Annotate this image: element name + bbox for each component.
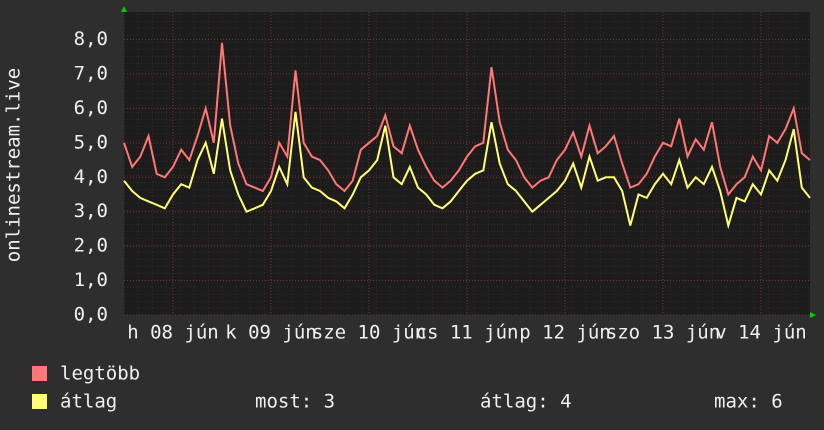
- series-line: [123, 111, 811, 230]
- x-tick-label: cs 11 jún: [416, 322, 519, 344]
- legend-stat: átlag: 4: [480, 391, 572, 413]
- y-arrow: [121, 6, 127, 12]
- legend-swatch: [32, 366, 47, 381]
- x-tick-label: sze 10 jún: [312, 322, 426, 344]
- y-tick-label: 2,0: [74, 235, 108, 257]
- legend: legtöbb átlag most: 3 átlag: 4 max: 6: [32, 363, 783, 413]
- y-tick-label: 3,0: [74, 200, 108, 222]
- legend-stat: most: 3: [255, 391, 335, 413]
- y-tick-label: 1,0: [74, 269, 108, 291]
- x-tick-label: k 09 jún: [225, 322, 317, 344]
- x-arrow: [810, 312, 816, 318]
- y-tick-label: 6,0: [74, 97, 108, 119]
- y-tick-label: 8,0: [74, 28, 108, 50]
- x-tick-label: szo 13 jún: [606, 322, 720, 344]
- y-tick-label: 5,0: [74, 131, 108, 153]
- y-axis-label: onlinestream.live: [3, 68, 25, 262]
- y-tick-label: 0,0: [74, 304, 108, 326]
- x-tick-label: h 08 jún: [127, 322, 219, 344]
- legend-label: átlag: [60, 391, 117, 413]
- x-tick-label: v 14 jún: [715, 322, 807, 344]
- legend-label: legtöbb: [60, 363, 140, 385]
- y-tick-label: 4,0: [74, 166, 108, 188]
- series-line: [123, 42, 811, 197]
- y-tick-label: 7,0: [74, 62, 108, 84]
- legend-stat: max: 6: [714, 391, 783, 413]
- x-tick-label: p 12 jún: [519, 322, 611, 344]
- legend-swatch: [32, 394, 47, 409]
